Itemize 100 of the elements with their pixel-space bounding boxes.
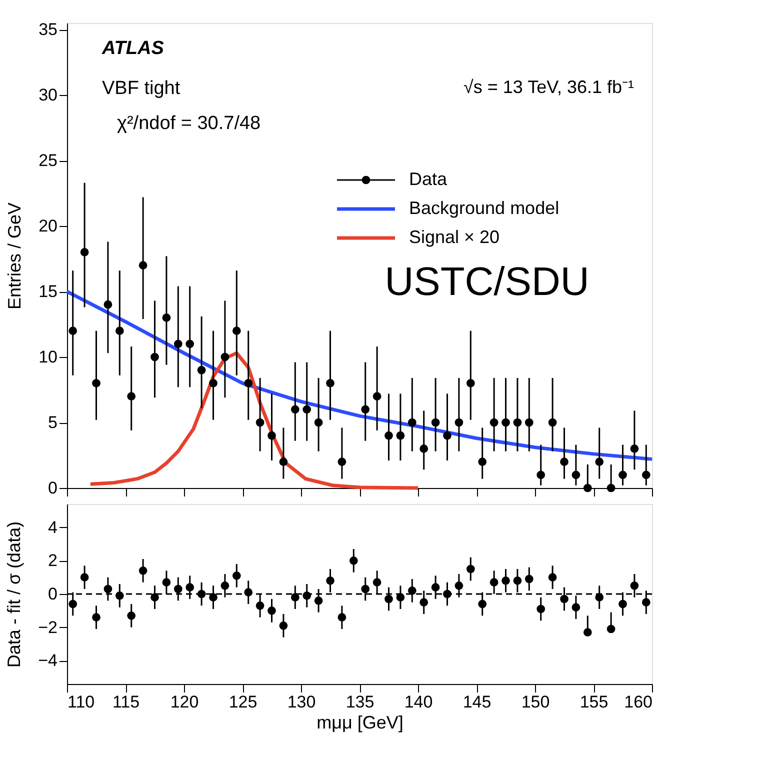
y-axis-title: Entries / GeV bbox=[4, 202, 25, 310]
point bbox=[314, 418, 323, 427]
y-tick-label: 25 bbox=[38, 151, 58, 170]
point bbox=[478, 458, 487, 466]
y-tick-label: 10 bbox=[38, 348, 58, 367]
x-tick-label: 145 bbox=[462, 692, 492, 712]
point bbox=[560, 458, 568, 466]
point bbox=[443, 590, 452, 598]
point bbox=[290, 405, 300, 414]
point bbox=[244, 379, 253, 388]
y-tick-label: −4 bbox=[38, 651, 58, 670]
point bbox=[372, 578, 382, 587]
point bbox=[68, 326, 78, 335]
annotation: χ²/ndof = 30.7/48 bbox=[117, 113, 261, 134]
point bbox=[244, 588, 253, 597]
point bbox=[490, 418, 498, 427]
point bbox=[630, 581, 639, 590]
point bbox=[138, 261, 148, 270]
point bbox=[490, 578, 498, 587]
point bbox=[279, 458, 288, 466]
point bbox=[536, 470, 546, 480]
point bbox=[256, 418, 264, 427]
point bbox=[150, 352, 159, 362]
point bbox=[361, 584, 370, 594]
point bbox=[524, 574, 534, 584]
point bbox=[572, 603, 580, 612]
point bbox=[420, 444, 428, 453]
point bbox=[548, 418, 557, 427]
point bbox=[186, 340, 194, 348]
point bbox=[361, 405, 370, 414]
point bbox=[420, 598, 428, 607]
point bbox=[220, 352, 230, 362]
x-axis-title: mμμ [GeV] bbox=[316, 712, 404, 732]
point bbox=[220, 581, 230, 590]
point bbox=[138, 566, 148, 575]
point bbox=[595, 593, 604, 602]
point bbox=[606, 624, 616, 634]
x-tick-label: 125 bbox=[228, 692, 258, 712]
point bbox=[524, 418, 534, 427]
point bbox=[338, 458, 346, 466]
point bbox=[642, 470, 650, 480]
y-tick-label: 2 bbox=[48, 551, 58, 570]
x-tick-label: 150 bbox=[521, 692, 550, 712]
point bbox=[536, 604, 546, 614]
point bbox=[606, 484, 616, 492]
point bbox=[431, 583, 440, 592]
point bbox=[502, 418, 510, 427]
point bbox=[92, 379, 100, 388]
annotation: √s = 13 TeV, 36.1 fb⁻¹ bbox=[464, 77, 634, 97]
point bbox=[478, 600, 487, 608]
y-tick-label: 15 bbox=[38, 282, 58, 302]
annotation: USTC/SDU bbox=[384, 260, 590, 304]
point bbox=[326, 379, 334, 388]
point bbox=[268, 431, 276, 440]
legend-label: Background model bbox=[409, 198, 560, 218]
point bbox=[443, 431, 452, 440]
y-tick-label: 5 bbox=[48, 413, 58, 432]
annotation: ATLAS bbox=[101, 38, 164, 59]
point bbox=[618, 470, 627, 480]
legend-label: Signal × 20 bbox=[409, 227, 500, 247]
point bbox=[302, 405, 312, 414]
point bbox=[80, 573, 89, 582]
y-axis-title: Data - fit / σ (data) bbox=[4, 521, 24, 668]
point bbox=[338, 613, 346, 622]
x-tick-label: 130 bbox=[287, 692, 316, 712]
point bbox=[583, 484, 592, 492]
point bbox=[115, 591, 124, 600]
x-tick-label: 135 bbox=[346, 692, 374, 712]
y-tick-label: −2 bbox=[38, 618, 58, 637]
point bbox=[268, 606, 276, 615]
point bbox=[466, 379, 475, 388]
point bbox=[583, 628, 592, 637]
point bbox=[431, 418, 440, 427]
point bbox=[197, 366, 206, 374]
y-tick-label: 0 bbox=[48, 478, 58, 498]
x-tick-label: 140 bbox=[404, 692, 433, 712]
x-tick-label: 120 bbox=[170, 692, 199, 712]
point bbox=[186, 583, 194, 592]
point bbox=[209, 593, 218, 602]
x-tick-label: 115 bbox=[112, 692, 140, 712]
point bbox=[454, 418, 464, 427]
point bbox=[572, 470, 580, 480]
point bbox=[454, 581, 464, 590]
point bbox=[302, 591, 312, 600]
x-tick-label: 110 bbox=[68, 692, 95, 712]
point bbox=[115, 326, 124, 335]
y-tick-label: 4 bbox=[48, 518, 58, 537]
point bbox=[290, 593, 300, 602]
point bbox=[513, 418, 522, 427]
point bbox=[642, 598, 650, 607]
point bbox=[466, 564, 475, 574]
point bbox=[560, 594, 568, 604]
point bbox=[408, 586, 416, 595]
x-tick-label: 160 bbox=[624, 692, 652, 712]
point bbox=[349, 556, 358, 565]
point bbox=[197, 590, 206, 598]
point bbox=[384, 431, 393, 440]
point bbox=[68, 600, 78, 608]
point bbox=[372, 392, 382, 400]
point bbox=[548, 573, 557, 582]
